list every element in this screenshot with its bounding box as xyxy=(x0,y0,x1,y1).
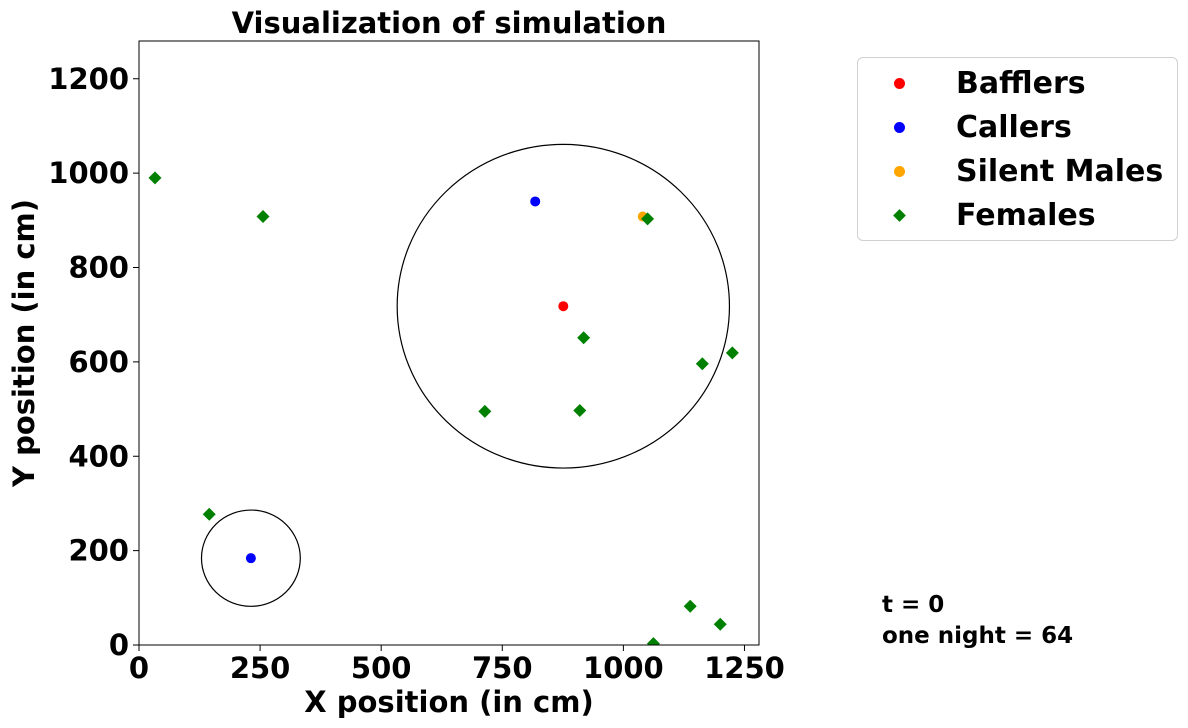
x-tick-label: 250 xyxy=(230,651,291,685)
point-females-6 xyxy=(478,404,492,418)
legend-label: Females xyxy=(956,198,1096,233)
legend-label: Callers xyxy=(956,110,1072,145)
night-length-annotation: one night = 64 xyxy=(882,623,1074,649)
point-females-0 xyxy=(148,171,162,185)
point-females-3 xyxy=(577,331,591,345)
legend-item-females: Females xyxy=(858,195,1177,235)
point-bafflers-0 xyxy=(558,301,569,312)
point-callers-0 xyxy=(530,196,541,207)
point-females-7 xyxy=(573,403,587,417)
plot-frame xyxy=(138,40,760,646)
point-females-4 xyxy=(695,357,709,371)
x-tick-label: 750 xyxy=(472,651,533,685)
point-females-8 xyxy=(202,507,216,521)
range-circle-1 xyxy=(200,509,301,607)
point-females-2 xyxy=(641,212,655,226)
y-tick-label: 600 xyxy=(68,345,129,379)
x-tick-label: 0 xyxy=(129,651,149,685)
y-tick-label: 1000 xyxy=(48,156,129,190)
point-females-10 xyxy=(713,617,727,631)
circle-marker-icon xyxy=(894,122,905,133)
legend-label: Bafflers xyxy=(956,66,1086,101)
legend-item-silent-males: Silent Males xyxy=(858,151,1177,191)
diamond-marker-icon xyxy=(893,209,906,222)
range-circle-0 xyxy=(396,143,731,469)
x-tick-label: 500 xyxy=(351,651,412,685)
point-callers-1 xyxy=(245,553,256,564)
point-females-5 xyxy=(725,346,739,360)
y-tick-label: 1200 xyxy=(48,62,129,96)
legend-item-bafflers: Bafflers xyxy=(858,63,1177,103)
y-axis-label: Y position (in cm) xyxy=(7,199,41,488)
x-tick-label: 1000 xyxy=(583,651,664,685)
circle-marker-icon xyxy=(894,78,905,89)
legend-item-callers: Callers xyxy=(858,107,1177,147)
y-tick-label: 800 xyxy=(68,251,129,285)
point-females-1 xyxy=(256,210,270,224)
point-females-9 xyxy=(683,599,697,613)
y-tick-label: 200 xyxy=(68,534,129,568)
x-axis-label: X position (in cm) xyxy=(304,685,593,719)
chart-title: Visualization of simulation xyxy=(232,6,667,40)
time-annotation: t = 0 xyxy=(882,592,945,618)
circle-marker-icon xyxy=(894,166,905,177)
range-circles xyxy=(200,143,731,607)
legend: Bafflers Callers Silent Males Females xyxy=(857,57,1178,241)
y-tick-label: 400 xyxy=(68,439,129,473)
x-axis-ticks: 0 250 500 750 1000 1250 xyxy=(129,645,785,685)
y-axis-ticks: 0 200 400 600 800 1000 1200 xyxy=(48,62,139,662)
point-females-11 xyxy=(646,637,660,645)
x-tick-label: 1250 xyxy=(704,651,785,685)
data-points xyxy=(148,171,739,645)
y-tick-label: 0 xyxy=(109,628,129,662)
legend-label: Silent Males xyxy=(956,154,1164,189)
